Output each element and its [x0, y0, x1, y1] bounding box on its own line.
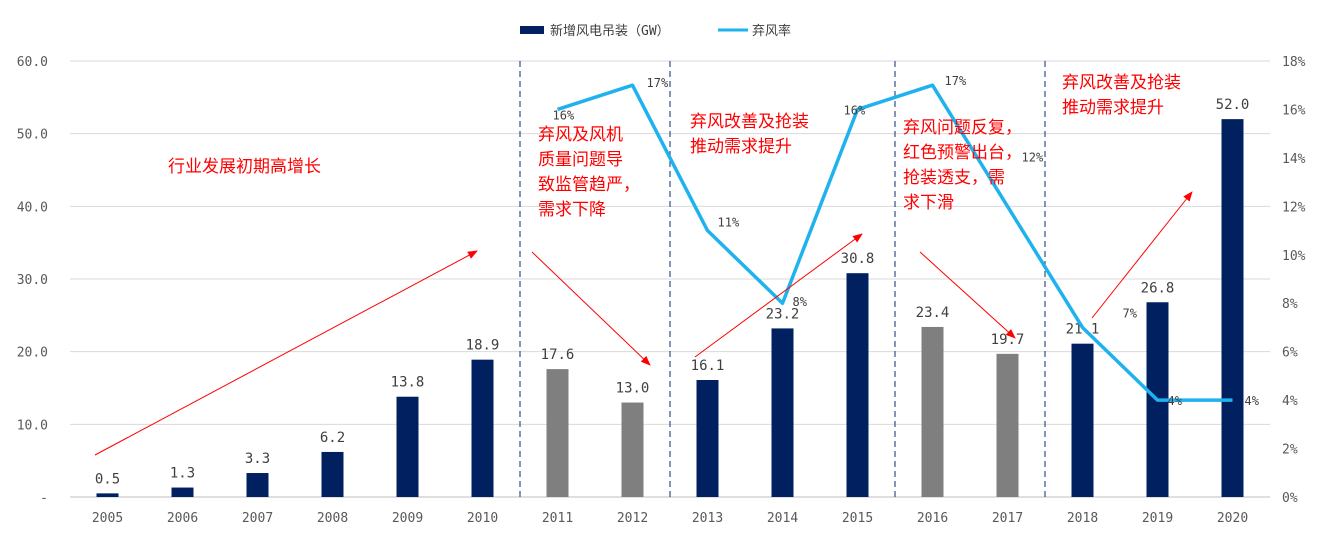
- bar: [921, 326, 944, 497]
- x-tick: 2018: [1067, 511, 1098, 526]
- line-value-label: 17%: [945, 74, 967, 88]
- bar: [546, 369, 569, 497]
- line-value-label: 11%: [718, 216, 740, 230]
- bar: [621, 402, 644, 497]
- x-tick: 2019: [1142, 511, 1173, 526]
- line-value-label: 8%: [793, 295, 808, 309]
- bar-value-label: 19.7: [991, 332, 1025, 348]
- bar: [246, 473, 269, 497]
- y-left-tick: 50.0: [17, 128, 48, 143]
- bar: [96, 493, 119, 497]
- annotation-text: 致监管趋严，: [538, 175, 640, 195]
- bar: [771, 328, 794, 497]
- annotation-text: 质量问题导: [538, 150, 623, 170]
- y-right-tick: 14%: [1282, 152, 1306, 167]
- bar-value-label: 1.3: [170, 466, 195, 482]
- annotation-text: 弃风及风机: [538, 125, 623, 145]
- x-tick: 2008: [317, 511, 348, 526]
- x-tick: 2013: [692, 511, 723, 526]
- y-right-tick: 10%: [1282, 249, 1306, 264]
- y-left-tick: 40.0: [17, 200, 48, 215]
- annotation-text: 求下滑: [903, 193, 954, 213]
- y-right-tick: 12%: [1282, 200, 1306, 215]
- legend-bar-swatch: [520, 26, 544, 34]
- bar: [171, 487, 194, 497]
- annotation-arrow: [694, 233, 863, 358]
- y-right-tick: 8%: [1282, 297, 1298, 312]
- x-tick: 2020: [1217, 511, 1248, 526]
- annotation-arrow: [1091, 191, 1193, 319]
- legend-label: 弃风率: [752, 23, 791, 39]
- line-value-label: 17%: [647, 76, 669, 90]
- legend-label: 新增风电吊装（GW）: [550, 23, 670, 39]
- x-tick: 2006: [167, 511, 198, 526]
- x-tick: 2017: [992, 511, 1023, 526]
- bar-value-label: 13.8: [391, 375, 425, 391]
- x-tick: 2005: [92, 511, 123, 526]
- line-value-label: 7%: [1123, 306, 1138, 320]
- y-left-tick: 60.0: [17, 55, 48, 70]
- bar-value-label: 18.9: [466, 338, 500, 354]
- line-value-label: 12%: [1022, 150, 1044, 164]
- y-left-tick: 10.0: [17, 418, 48, 433]
- y-left-tick: -: [40, 491, 48, 506]
- bar-value-label: 23.2: [766, 306, 800, 322]
- annotation-text: 推动需求提升: [690, 137, 792, 157]
- bar-value-label: 3.3: [245, 451, 270, 467]
- bar: [396, 396, 419, 497]
- annotation-arrow: [531, 251, 651, 366]
- y-right-tick: 2%: [1282, 443, 1298, 458]
- annotation-text: 红色预警出台，: [903, 143, 1022, 163]
- bar: [1221, 119, 1244, 497]
- x-tick: 2007: [242, 511, 273, 526]
- bar-value-label: 26.8: [1141, 280, 1175, 296]
- annotation-text: 需求下降: [538, 200, 606, 220]
- bar: [696, 380, 719, 497]
- annotation-text: 行业发展初期高增长: [168, 157, 321, 177]
- bar-value-label: 30.8: [841, 251, 875, 267]
- bar-value-label: 23.4: [916, 305, 950, 321]
- annotation-text: 弃风改善及抢装: [1062, 73, 1181, 93]
- line-value-label: 16%: [844, 103, 866, 117]
- annotation-text: 弃风问题反复，: [903, 118, 1022, 138]
- y-left-tick: 20.0: [17, 346, 48, 361]
- y-right-tick: 18%: [1282, 55, 1306, 70]
- bar: [846, 273, 869, 497]
- x-tick: 2011: [542, 511, 573, 526]
- bar-value-label: 13.0: [616, 381, 650, 397]
- y-right-tick: 0%: [1282, 491, 1298, 506]
- x-tick: 2016: [917, 511, 948, 526]
- bar-value-label: 52.0: [1216, 97, 1250, 113]
- x-tick: 2012: [617, 511, 648, 526]
- bar: [471, 359, 494, 497]
- bar-value-label: 6.2: [320, 430, 345, 446]
- annotation-text: 弃风改善及抢装: [690, 112, 809, 132]
- x-tick: 2015: [842, 511, 873, 526]
- annotation-text: 推动需求提升: [1062, 98, 1164, 118]
- y-right-tick: 4%: [1282, 394, 1298, 409]
- annotation-arrow: [94, 250, 478, 456]
- bar-value-label: 17.6: [541, 347, 575, 363]
- line-value-label: 16%: [553, 108, 575, 122]
- bar: [321, 451, 344, 497]
- y-right-tick: 16%: [1282, 103, 1306, 118]
- annotation-text: 抢装透支，需: [903, 168, 1005, 188]
- y-left-tick: 30.0: [17, 273, 48, 288]
- annotation-arrow: [919, 251, 1016, 339]
- x-tick: 2010: [467, 511, 498, 526]
- curtailment-line: [556, 83, 1233, 402]
- line-value-label: 4%: [1245, 394, 1260, 408]
- bar-value-label: 16.1: [691, 358, 725, 374]
- bar: [996, 353, 1019, 497]
- bar: [1071, 343, 1094, 497]
- y-right-tick: 6%: [1282, 346, 1298, 361]
- bar-value-label: 0.5: [95, 471, 120, 487]
- x-tick: 2009: [392, 511, 423, 526]
- x-tick: 2014: [767, 511, 798, 526]
- line-value-label: 4%: [1168, 394, 1183, 408]
